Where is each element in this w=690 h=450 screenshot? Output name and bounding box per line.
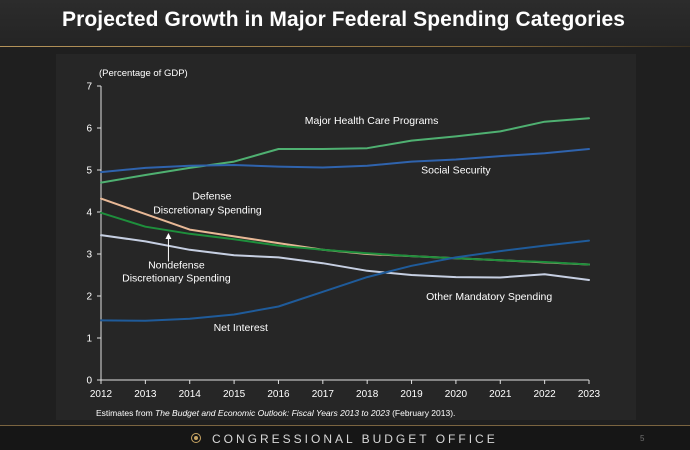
- series-line-social-security: [100, 148, 590, 174]
- series-labels: Major Health Care Programs Social Securit…: [122, 115, 552, 334]
- footer-divider: [0, 425, 690, 426]
- plot-panel: [56, 54, 636, 420]
- y-tick-label: 5: [86, 166, 92, 177]
- title-divider: [0, 46, 690, 47]
- page-number: 5: [640, 434, 645, 443]
- x-tick-label: 2014: [179, 389, 202, 400]
- x-tick-label: 2016: [267, 389, 290, 400]
- y-tick-label: 6: [86, 124, 92, 135]
- series-lines: [100, 117, 590, 322]
- x-tick-label: 2012: [90, 389, 113, 400]
- footer-band: [0, 426, 690, 450]
- series-annotation: Defense: [192, 190, 231, 202]
- x-tick-label: 2018: [356, 389, 379, 400]
- x-tick-label: 2013: [134, 389, 157, 400]
- x-tick-label: 2019: [400, 389, 423, 400]
- footer-organization: CONGRESSIONAL BUDGET OFFICE: [212, 432, 498, 446]
- title-band: [0, 0, 690, 46]
- source-suffix: (February 2013).: [389, 408, 456, 418]
- x-tick-label: 2020: [445, 389, 468, 400]
- y-tick-label: 1: [86, 334, 92, 345]
- source-publication: The Budget and Economic Outlook: Fiscal …: [155, 408, 390, 418]
- series-annotation: Net Interest: [214, 322, 268, 334]
- y-tick-label: 2: [86, 292, 92, 303]
- series-line-other-mandatory-spending: [100, 234, 590, 281]
- slide-title: Projected Growth in Major Federal Spendi…: [62, 8, 626, 31]
- y-axis-label: (Percentage of GDP): [99, 68, 188, 79]
- x-tick-label: 2015: [223, 389, 246, 400]
- x-tick-label: 2021: [489, 389, 512, 400]
- axes: 0 1 2 3 4 5 6 7 2012 2013 2014 2015 2016 2017 2018 2019…: [86, 68, 600, 400]
- x-tick-label: 2022: [534, 389, 557, 400]
- series-annotation: Other Mandatory Spending: [426, 291, 552, 303]
- series-line-nondefense-discretionary-spending: [100, 211, 590, 266]
- source-prefix: Estimates from: [96, 408, 156, 418]
- nondefense-arrow-head: [165, 233, 172, 239]
- series-annotation: Discretionary Spending: [153, 204, 262, 216]
- series-annotation: Major Health Care Programs: [305, 115, 439, 127]
- y-tick-label: 4: [86, 208, 92, 219]
- series-line-net-interest: [100, 239, 590, 322]
- callout-arrow: [165, 233, 172, 262]
- series-annotation: Social Security: [421, 164, 491, 176]
- y-tick-label: 7: [86, 82, 92, 93]
- series-annotation: Discretionary Spending: [122, 273, 231, 285]
- source-note: Estimates from The Budget and Economic O…: [96, 408, 455, 418]
- y-tick-label: 0: [86, 376, 92, 387]
- x-tick-label: 2017: [312, 389, 335, 400]
- series-annotation: Nondefense: [148, 259, 205, 271]
- x-tick-label: 2023: [578, 389, 601, 400]
- series-line-major-health-care-programs: [100, 117, 590, 184]
- y-tick-label: 3: [86, 250, 92, 261]
- cbo-logo-icon: [191, 433, 201, 443]
